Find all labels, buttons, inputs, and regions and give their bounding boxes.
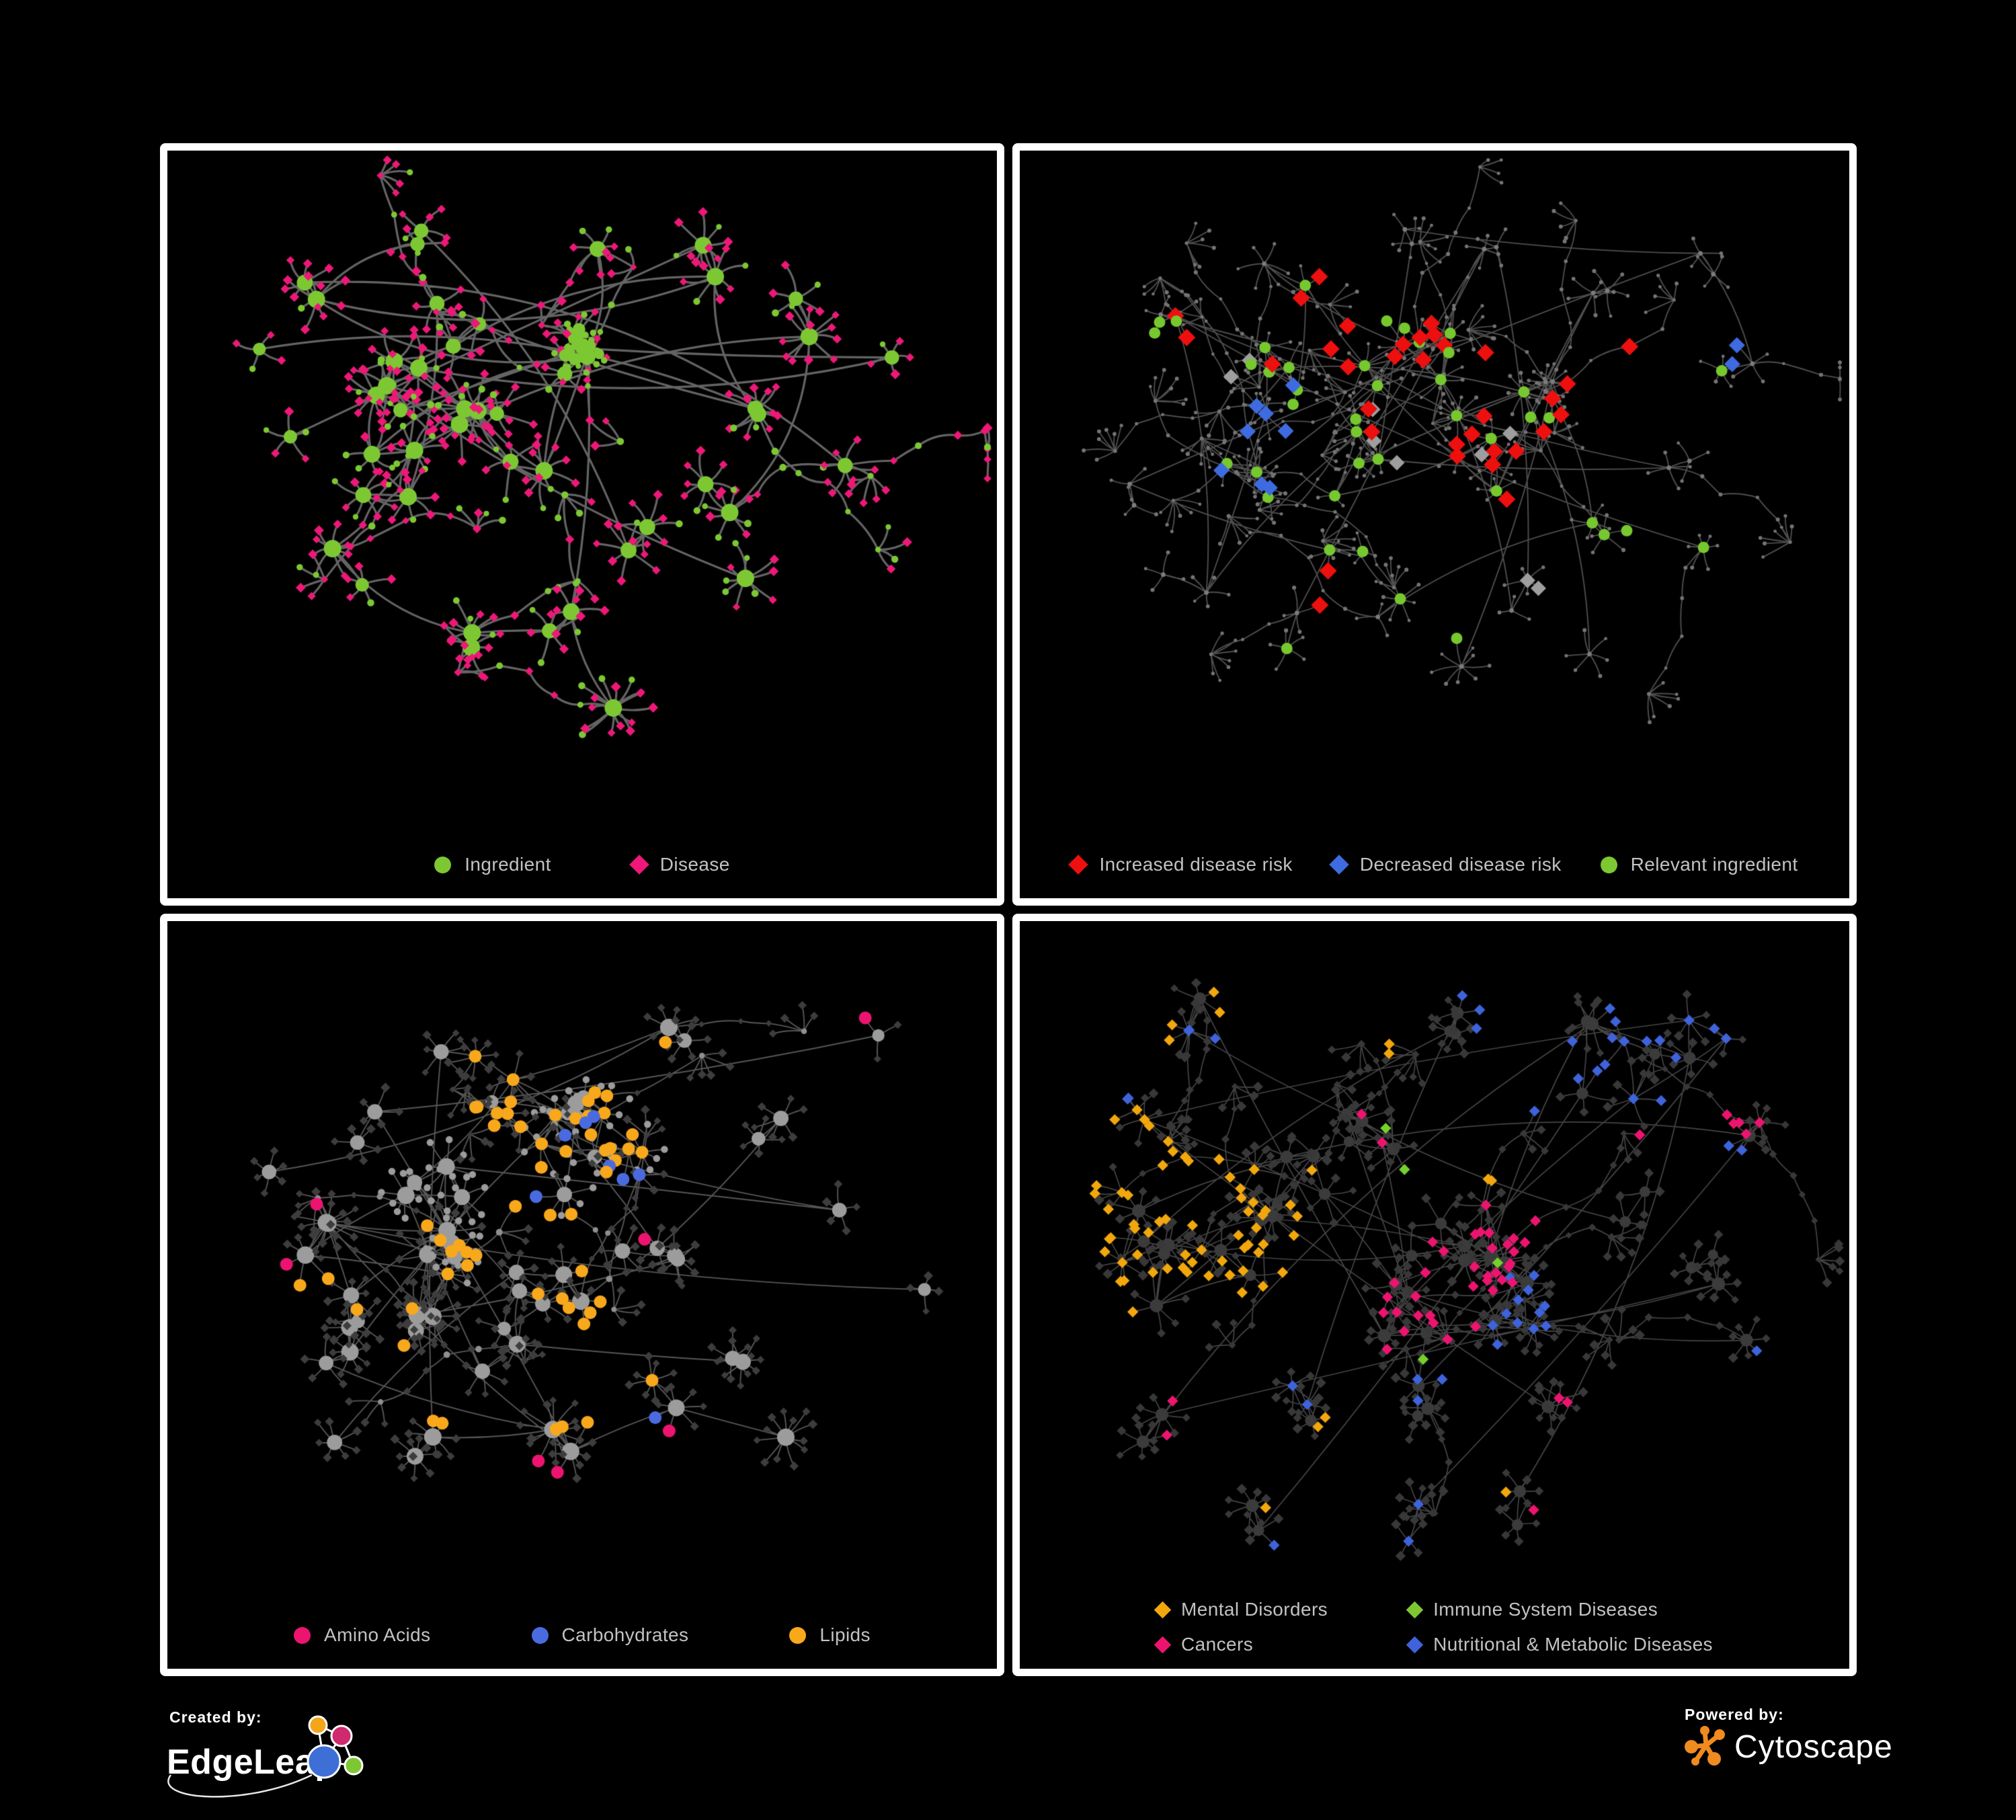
carbohydrates-circle-icon xyxy=(531,1626,549,1644)
legend-item-lipids: Lipids xyxy=(789,1624,871,1646)
legend-item-mental-disorders: Mental Disorders xyxy=(1154,1599,1328,1620)
powered-by-label: Powered by: xyxy=(1685,1706,1784,1723)
legend-item-ingredient: Ingredient xyxy=(434,854,551,875)
ingredient-disease-network-canvas xyxy=(167,151,997,898)
cytoscape-icon xyxy=(1685,1726,1725,1766)
legend-label-increased-risk: Increased disease risk xyxy=(1099,854,1293,875)
immune-system-diseases-diamond-icon xyxy=(1406,1601,1424,1618)
nutrient-class-network-canvas xyxy=(167,921,997,1669)
disease-diamond-icon xyxy=(629,855,649,875)
decreased-risk-diamond-icon xyxy=(1329,855,1349,875)
edgeleap-green-node-icon xyxy=(344,1755,364,1776)
legend-label-mental-disorders: Mental Disorders xyxy=(1181,1599,1328,1620)
legend-label-decreased-risk: Decreased disease risk xyxy=(1359,854,1562,875)
legend-disease-risk: Increased disease risk Decreased disease… xyxy=(1020,854,1849,875)
amino-acids-circle-icon xyxy=(294,1626,311,1644)
disease-risk-network-canvas xyxy=(1020,151,1849,898)
legend-item-carbohydrates: Carbohydrates xyxy=(531,1624,689,1646)
edgeleap-swoosh xyxy=(167,1774,313,1798)
legend-label-relevant-ingredient: Relevant ingredient xyxy=(1630,854,1798,875)
legend-label-immune-system-diseases: Immune System Diseases xyxy=(1433,1599,1658,1620)
edgeleap-blue-node-icon xyxy=(307,1744,341,1779)
panel-nutrient-class-network: Amino Acids Carbohydrates Lipids xyxy=(160,914,1004,1676)
panel-disease-category-network: Mental Disorders Immune System Diseases … xyxy=(1012,914,1857,1676)
legend-item-cancers: Cancers xyxy=(1154,1634,1328,1655)
legend-label-carbohydrates: Carbohydrates xyxy=(561,1624,689,1645)
panel-disease-risk-network: Increased disease risk Decreased disease… xyxy=(1012,143,1857,906)
created-by-block: Created by: EdgeLeap xyxy=(159,1701,380,1812)
legend-item-amino-acids: Amino Acids xyxy=(294,1624,430,1646)
created-by-label: Created by: xyxy=(169,1708,262,1726)
legend-label-nutritional-metabolic-diseases: Nutritional & Metabolic Diseases xyxy=(1433,1634,1713,1655)
panel-ingredient-disease-network: Ingredient Disease xyxy=(160,143,1004,906)
legend-item-increased-risk: Increased disease risk xyxy=(1068,854,1293,875)
legend-disease-categories: Mental Disorders Immune System Diseases … xyxy=(1020,1599,1849,1655)
legend-item-disease: Disease xyxy=(629,854,730,875)
cancers-diamond-icon xyxy=(1154,1636,1172,1653)
edgeleap-orange-node-icon xyxy=(308,1715,328,1735)
legend-item-nutritional-metabolic-diseases: Nutritional & Metabolic Diseases xyxy=(1406,1634,1713,1655)
legend-label-ingredient: Ingredient xyxy=(465,854,551,875)
mental-disorders-diamond-icon xyxy=(1154,1601,1172,1618)
relevant-ingredient-circle-icon xyxy=(1600,856,1617,873)
nutritional-metabolic-diseases-diamond-icon xyxy=(1406,1636,1424,1653)
legend-item-immune-system-diseases: Immune System Diseases xyxy=(1406,1599,1713,1620)
increased-risk-diamond-icon xyxy=(1068,855,1089,875)
legend-label-amino-acids: Amino Acids xyxy=(324,1624,431,1645)
legend-label-lipids: Lipids xyxy=(819,1624,871,1645)
cytoscape-brand-text: Cytoscape xyxy=(1734,1729,1893,1765)
disease-category-network-canvas xyxy=(1020,921,1849,1669)
edgeleap-magenta-node-icon xyxy=(330,1725,353,1747)
legend-ingredient-disease: Ingredient Disease xyxy=(167,854,997,875)
ingredient-circle-icon xyxy=(434,856,452,873)
legend-item-relevant-ingredient: Relevant ingredient xyxy=(1600,854,1798,875)
legend-item-decreased-risk: Decreased disease risk xyxy=(1329,854,1562,875)
legend-label-cancers: Cancers xyxy=(1181,1634,1254,1655)
legend-label-disease: Disease xyxy=(659,854,730,875)
lipids-circle-icon xyxy=(789,1626,807,1644)
cytoscape-logo: Powered by: Cytoscape xyxy=(1685,1706,1893,1766)
edgeleap-logo: Created by: EdgeLeap xyxy=(167,1708,364,1798)
powered-by-block: Powered by: Cytoscape xyxy=(1679,1704,1901,1781)
legend-nutrient-classes: Amino Acids Carbohydrates Lipids xyxy=(167,1624,997,1646)
